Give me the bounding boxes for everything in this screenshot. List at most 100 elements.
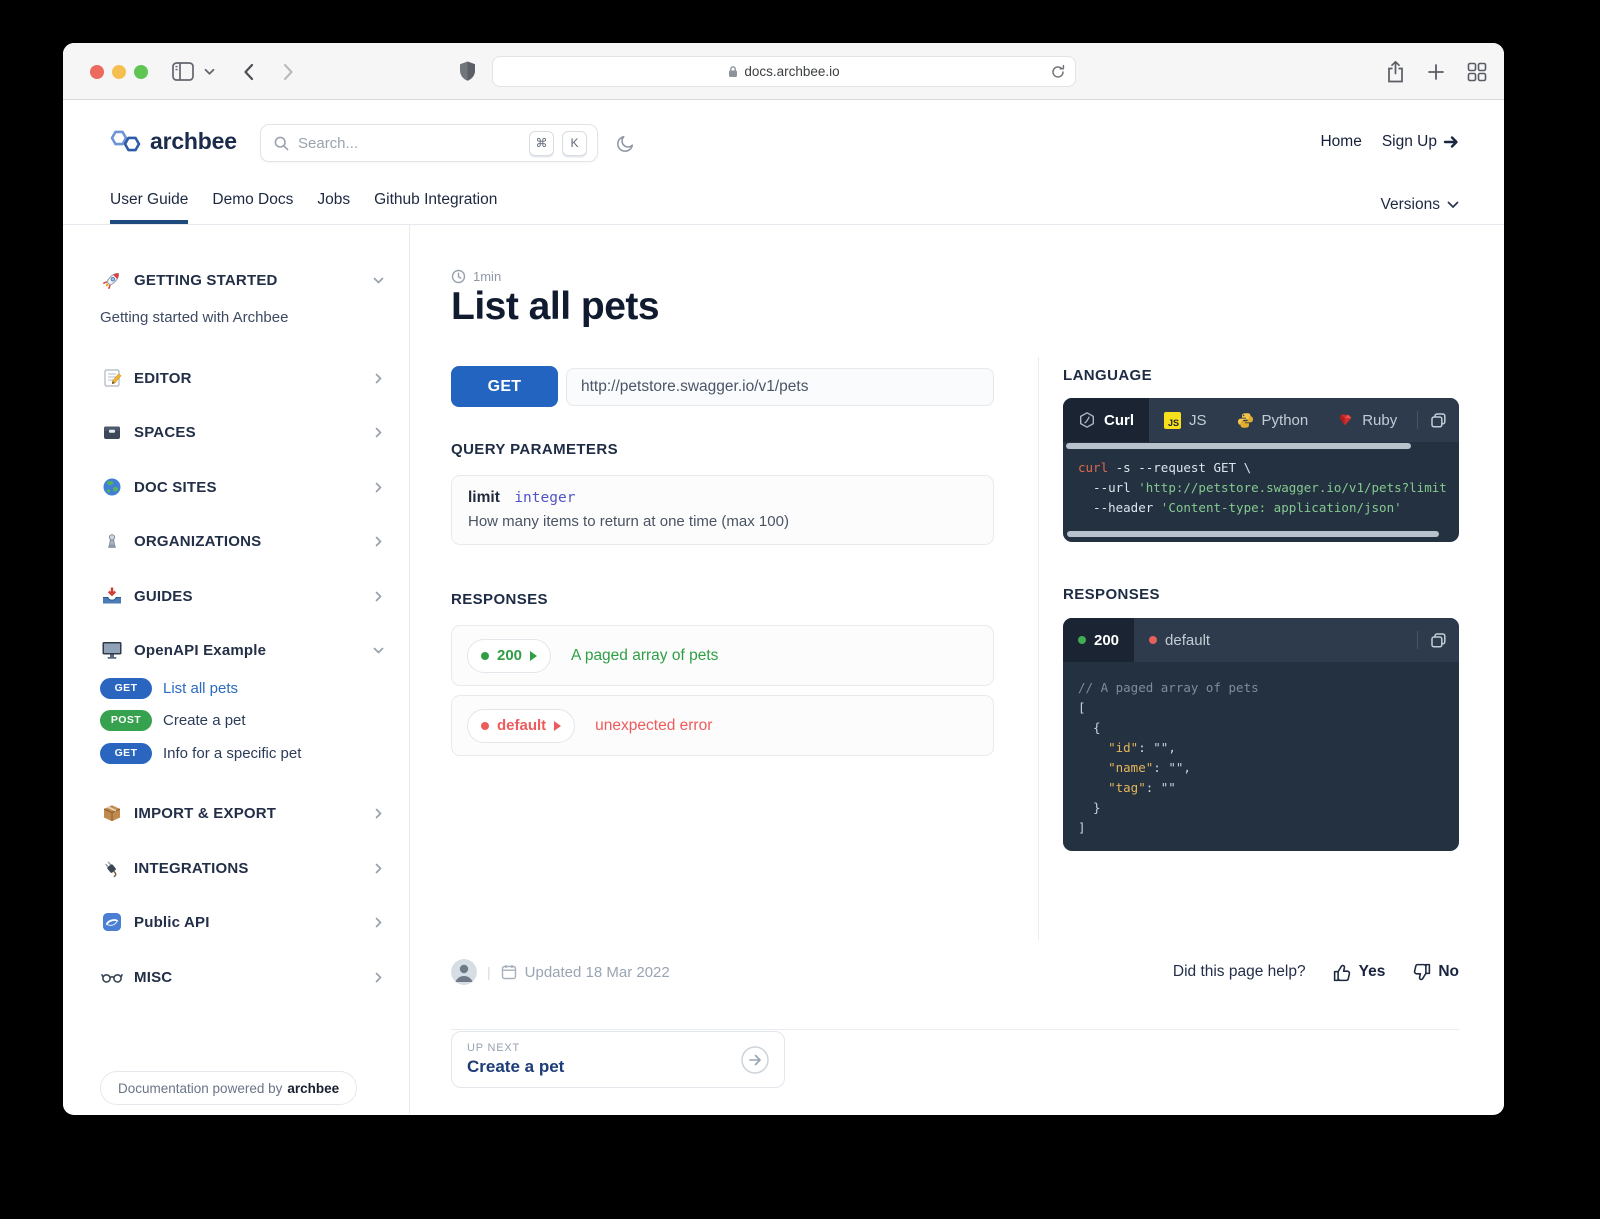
feedback-no-button[interactable]: No [1411, 962, 1459, 983]
chevron-right-icon [372, 481, 385, 494]
home-link-label: Home [1320, 133, 1362, 150]
new-tab-plus-icon[interactable] [1427, 43, 1445, 100]
tab-demo-docs[interactable]: Demo Docs [212, 191, 294, 208]
javascript-icon: JS [1164, 411, 1181, 429]
api-icon [100, 911, 123, 934]
author-avatar [451, 959, 477, 985]
request-url-field[interactable]: http://petstore.swagger.io/v1/pets [566, 368, 994, 406]
code-token: "name" [1078, 760, 1154, 775]
chevron-right-icon [372, 535, 385, 548]
parameter-card: limit integer How many items to return a… [451, 475, 994, 545]
sidebar-item-public-api[interactable]: Public API [100, 909, 385, 935]
tab-python[interactable]: Python [1222, 398, 1324, 442]
response-code: default [497, 717, 547, 734]
dark-mode-moon-icon[interactable] [615, 133, 636, 159]
search-box[interactable]: ⌘ K [260, 124, 598, 162]
up-next-title: Create a pet [467, 1057, 565, 1076]
reload-icon[interactable] [1050, 64, 1066, 83]
sidebar-item-import-export[interactable]: IMPORT & EXPORT [100, 800, 385, 826]
sidebar-item-editor[interactable]: EDITOR [100, 365, 385, 391]
chevron-right-icon [372, 971, 385, 984]
expand-play-icon [554, 720, 562, 731]
zoom-window-button[interactable] [134, 65, 148, 79]
back-button-icon[interactable] [243, 43, 254, 100]
sidebar-item-getting-started[interactable]: GETTING STARTED [100, 267, 385, 293]
sidebar-endpoint-create-a-pet[interactable]: POST Create a pet [100, 708, 246, 732]
tab-overview-icon[interactable] [1467, 43, 1487, 100]
inbox-icon [100, 585, 123, 608]
code-token: : "", [1153, 760, 1191, 775]
close-window-button[interactable] [90, 65, 104, 79]
chevron-right-icon [372, 807, 385, 820]
privacy-shield-icon[interactable] [458, 43, 477, 100]
chevron-right-icon [372, 916, 385, 929]
sidebar-endpoint-info-specific-pet[interactable]: GET Info for a specific pet [100, 741, 301, 765]
tab-js[interactable]: JS JS [1149, 398, 1222, 442]
sidebar-endpoint-list-all-pets[interactable]: GET List all pets [100, 676, 238, 700]
rocket-icon [100, 269, 123, 292]
tab-response-200[interactable]: 200 [1063, 618, 1135, 662]
sidebar-item-organizations[interactable]: ORGANIZATIONS [100, 528, 385, 554]
header-links: Home Sign Up [1320, 133, 1459, 151]
sidebar-chevron-down-icon[interactable] [204, 43, 215, 100]
sidebar-toggle-icon[interactable] [172, 43, 194, 100]
versions-dropdown[interactable]: Versions [1381, 196, 1459, 214]
tab-bar-divider [1417, 411, 1418, 429]
code-token: "id" [1078, 740, 1139, 755]
language-code-block: Curl JS JS Python Ruby [1063, 398, 1459, 542]
archbee-logo[interactable]: archbee [110, 128, 237, 155]
sidebar-item-openapi-example[interactable]: OpenAPI Example [100, 637, 385, 663]
response-200-pill[interactable]: 200 [467, 638, 552, 673]
sidebar-navigation: GETTING STARTED Getting started with Arc… [63, 225, 410, 1114]
copy-code-icon[interactable] [1422, 412, 1459, 429]
glasses-icon [100, 966, 123, 989]
sidebar-item-doc-sites[interactable]: DOC SITES [100, 474, 385, 500]
horizontal-scrollbar[interactable] [1066, 443, 1411, 449]
response-default-pill[interactable]: default [467, 708, 576, 743]
tab-github-integration[interactable]: Github Integration [374, 191, 498, 208]
horizontal-scrollbar[interactable] [1067, 531, 1439, 537]
copy-code-icon[interactable] [1422, 632, 1459, 649]
footer-separator: | [487, 964, 491, 980]
url-text: docs.archbee.io [744, 64, 840, 79]
curl-icon [1080, 412, 1094, 428]
thumbs-up-icon [1333, 964, 1350, 981]
monitor-icon [100, 639, 123, 662]
sidebar-item-misc[interactable]: MISC [100, 964, 385, 990]
code-line: "id": "", [1078, 738, 1459, 758]
request-method-button[interactable]: GET [451, 366, 558, 407]
status-dot-red [481, 721, 489, 730]
forward-button-icon[interactable] [283, 43, 294, 100]
tab-user-guide[interactable]: User Guide [110, 178, 189, 224]
address-bar[interactable]: docs.archbee.io [492, 56, 1076, 87]
method-badge-get: GET [100, 677, 152, 699]
sidebar-item-spaces[interactable]: SPACES [100, 419, 385, 445]
code-line: --url 'http://petstore.swagger.io/v1/pet… [1078, 478, 1459, 498]
method-badge-post: POST [100, 709, 152, 731]
feedback-yes-button[interactable]: Yes [1332, 962, 1385, 983]
chevron-right-icon [372, 372, 385, 385]
response-code: 200 [497, 647, 523, 664]
powered-by-text: Documentation powered by [118, 1080, 283, 1096]
up-next-card[interactable]: UP NEXT Create a pet [451, 1031, 785, 1088]
tab-curl[interactable]: Curl [1063, 398, 1149, 442]
response-row-200: 200 A paged array of pets [451, 625, 994, 686]
search-input[interactable] [298, 134, 521, 152]
tab-response-default[interactable]: default [1134, 618, 1225, 662]
sidebar-item-getting-started-child[interactable]: Getting started with Archbee [100, 308, 289, 326]
code-token: --header [1078, 500, 1161, 515]
sidebar-item-integrations[interactable]: INTEGRATIONS [100, 855, 385, 881]
sidebar-item-guides[interactable]: GUIDES [100, 583, 385, 609]
tab-jobs[interactable]: Jobs [317, 191, 351, 208]
home-link[interactable]: Home [1320, 133, 1361, 151]
code-token: 'http://petstore.swagger.io/v1/pets?limi… [1138, 480, 1447, 495]
signup-link[interactable]: Sign Up [1382, 133, 1459, 151]
code-line: curl -s --request GET \ [1078, 458, 1459, 478]
powered-by-badge[interactable]: Documentation powered by archbee [100, 1071, 358, 1105]
search-icon [273, 135, 290, 152]
tab-label: JS [1189, 411, 1207, 429]
share-icon[interactable] [1385, 43, 1406, 100]
tab-ruby[interactable]: Ruby [1323, 398, 1412, 442]
status-dot-green [481, 651, 489, 660]
minimize-window-button[interactable] [112, 65, 126, 79]
